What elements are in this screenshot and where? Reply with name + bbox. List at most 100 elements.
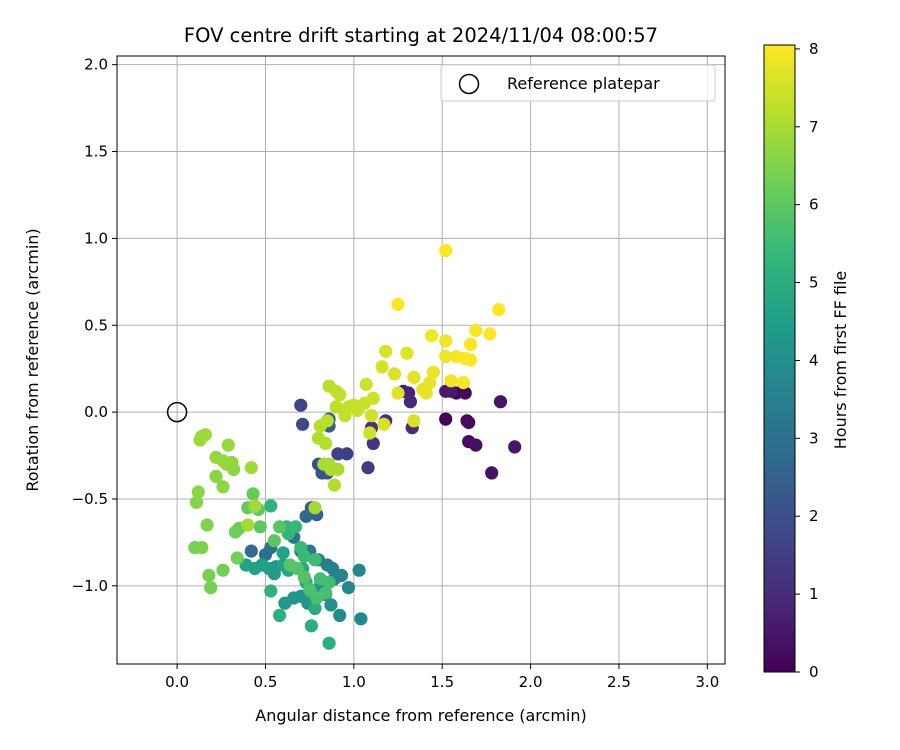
- colorbar-tick-label: 8: [809, 40, 819, 58]
- data-point: [377, 417, 391, 431]
- data-point: [425, 329, 439, 343]
- colorbar-tick-label: 5: [809, 274, 819, 292]
- data-point: [327, 478, 341, 492]
- data-point: [493, 395, 508, 409]
- data-point: [322, 636, 336, 650]
- x-tick-label: 2.0: [519, 673, 543, 691]
- data-point: [326, 561, 340, 576]
- data-point: [230, 551, 244, 565]
- data-point: [391, 297, 405, 311]
- y-tick-label: 2.0: [84, 56, 108, 74]
- data-point: [419, 386, 433, 400]
- data-point: [193, 433, 207, 447]
- y-axis-label: Rotation from reference (arcmin): [23, 228, 42, 491]
- reference-platepar-marker: [166, 401, 188, 423]
- data-point: [463, 353, 478, 367]
- data-point: [283, 558, 297, 572]
- data-point: [294, 398, 308, 412]
- data-point: [463, 337, 478, 351]
- y-tick-label: 0.5: [84, 316, 108, 334]
- data-point: [244, 544, 258, 558]
- data-point: [308, 601, 322, 616]
- data-point: [341, 581, 356, 595]
- data-point: [352, 563, 366, 577]
- data-point: [202, 568, 216, 583]
- y-tick-label: −1.0: [72, 577, 108, 595]
- data-point: [458, 386, 472, 400]
- x-tick-label: 1.0: [342, 673, 366, 691]
- data-point: [276, 546, 290, 560]
- data-point: [407, 370, 421, 384]
- colorbar: [763, 44, 796, 673]
- data-point: [379, 344, 393, 358]
- legend-marker-reference-platepar: [458, 73, 480, 95]
- data-point: [366, 436, 380, 450]
- data-point: [439, 244, 453, 258]
- data-point: [426, 365, 440, 379]
- data-point: [191, 485, 205, 499]
- data-point: [297, 549, 311, 563]
- colorbar-ticks: 0 1 2 3 4 5 6 7 8: [795, 40, 819, 681]
- data-point: [387, 367, 402, 381]
- x-tick-label: 3.0: [695, 673, 719, 691]
- data-point: [462, 415, 476, 430]
- data-point: [308, 501, 322, 515]
- data-point: [485, 466, 499, 480]
- data-point: [248, 499, 262, 513]
- data-point: [278, 596, 292, 610]
- y-tick-label: 0.0: [84, 403, 108, 421]
- legend-box: [440, 64, 716, 102]
- colorbar-tick-label: 1: [809, 585, 819, 603]
- data-point: [189, 495, 204, 509]
- data-point: [444, 384, 458, 398]
- data-point: [444, 374, 458, 388]
- data-point: [483, 327, 497, 341]
- data-point: [407, 414, 421, 428]
- data-point: [320, 414, 334, 428]
- data-point: [204, 581, 218, 595]
- data-point: [469, 438, 483, 452]
- data-point: [216, 563, 230, 577]
- data-point: [299, 509, 313, 523]
- data-point: [333, 388, 347, 402]
- data-point: [216, 480, 230, 494]
- data-point: [364, 409, 379, 423]
- data-point: [228, 525, 242, 539]
- data-point: [322, 575, 336, 590]
- data-point: [361, 461, 375, 475]
- data-point: [324, 598, 338, 612]
- data-point: [375, 360, 389, 374]
- data-point: [334, 568, 349, 583]
- colorbar-tick-label: 0: [809, 663, 819, 681]
- y-tick-label: 1.5: [84, 143, 108, 161]
- data-point: [296, 417, 310, 431]
- chart-title: FOV centre drift starting at 2024/11/04 …: [184, 24, 658, 47]
- colorbar-tick-label: 3: [809, 429, 819, 447]
- data-point: [331, 447, 345, 461]
- data-point: [239, 558, 253, 572]
- data-points: [166, 244, 522, 650]
- data-point: [329, 400, 343, 414]
- data-point: [456, 376, 470, 390]
- data-point: [354, 612, 368, 626]
- data-point: [246, 487, 260, 501]
- x-axis-ticks: 0.0 0.5 1.0 1.5 2.0 2.5 3.0: [165, 664, 719, 691]
- colorbar-tick-label: 4: [809, 351, 819, 369]
- x-tick-label: 1.5: [430, 673, 454, 691]
- data-point: [308, 553, 322, 567]
- x-tick-label: 0.5: [254, 673, 278, 691]
- x-tick-label: 2.5: [607, 673, 631, 691]
- data-point: [244, 461, 258, 475]
- colorbar-tick-label: 6: [809, 196, 819, 214]
- legend-label-reference-platepar: Reference platepar: [507, 74, 660, 93]
- colorbar-label: Hours from first FF file: [831, 271, 850, 450]
- data-point: [216, 454, 230, 468]
- data-point: [264, 584, 278, 598]
- data-point: [439, 334, 453, 348]
- data-point: [200, 518, 214, 532]
- data-point: [403, 395, 417, 409]
- data-point: [267, 534, 281, 548]
- plot-frame: [116, 55, 726, 665]
- data-point: [331, 462, 345, 476]
